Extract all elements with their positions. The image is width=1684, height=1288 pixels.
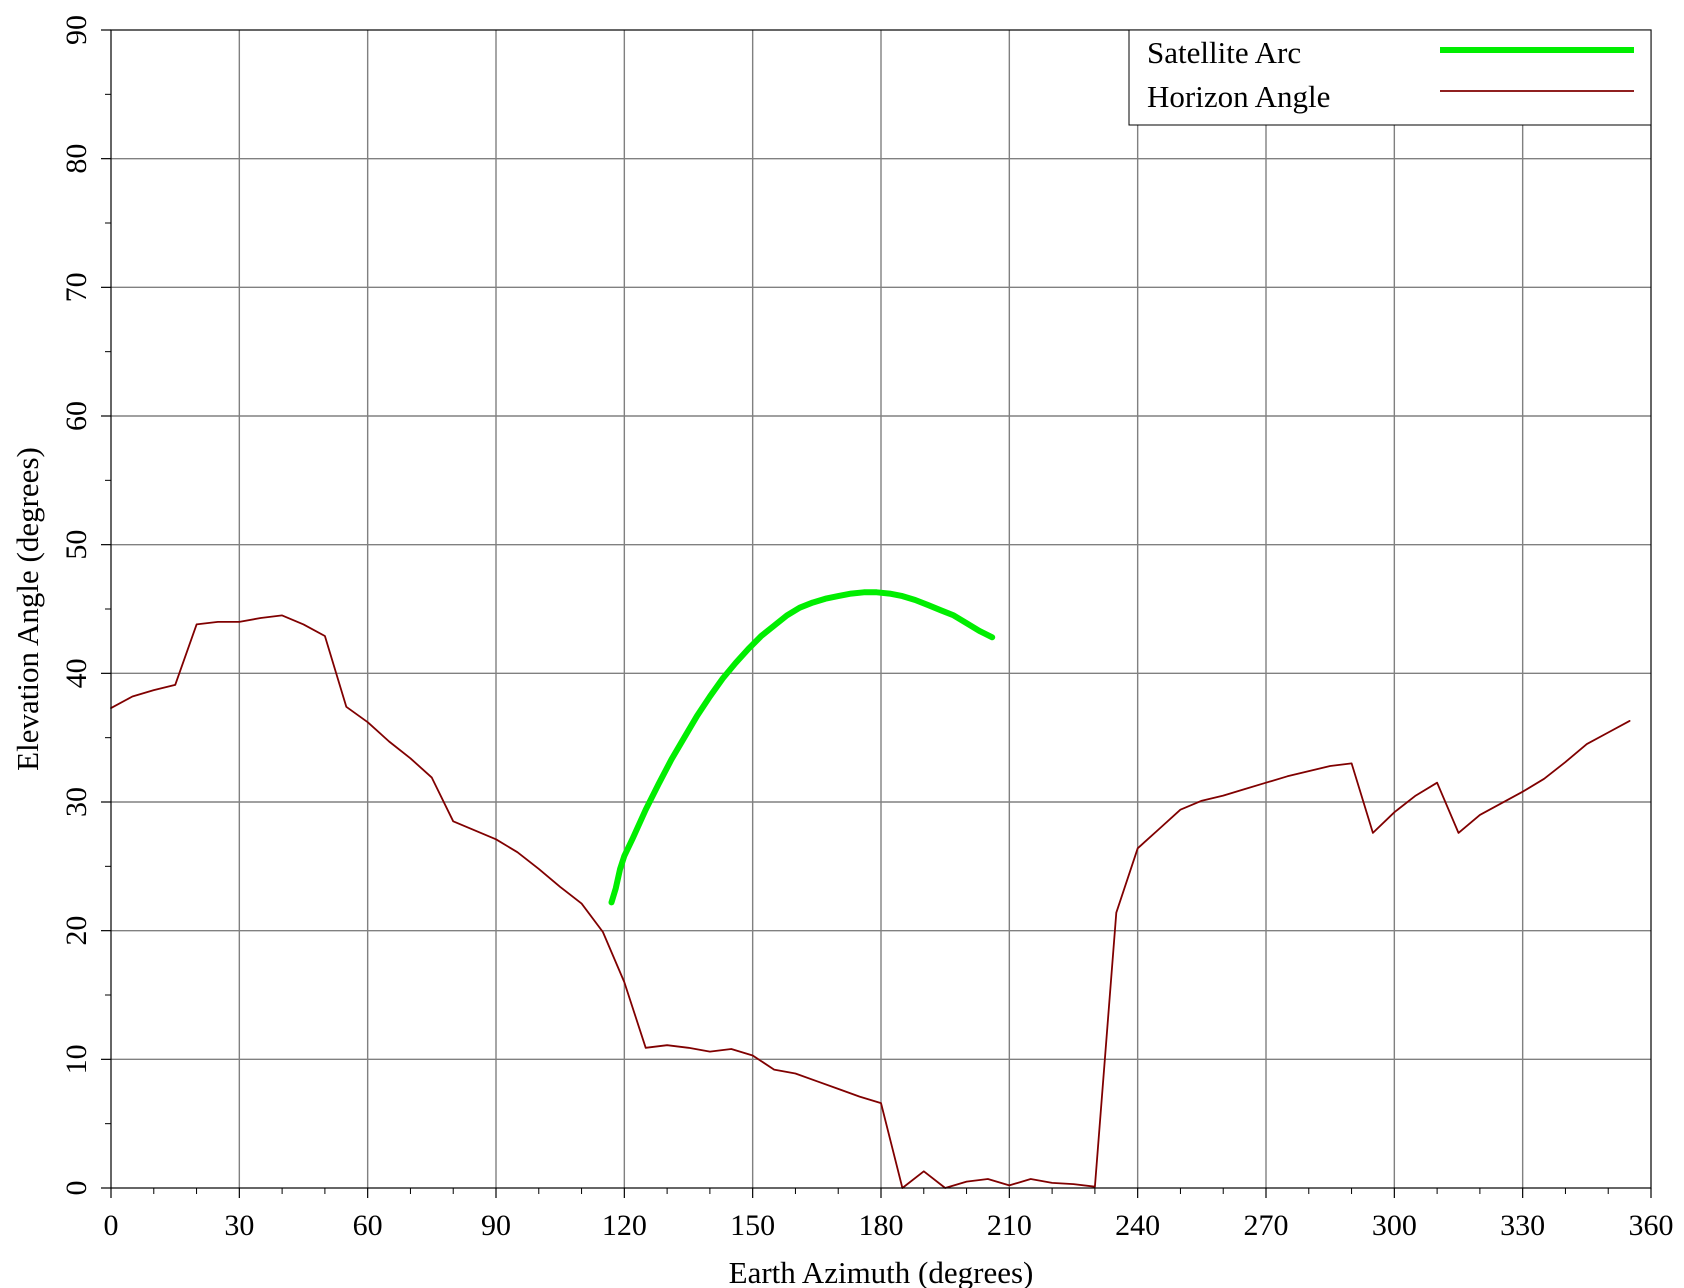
x-tick-label: 180 xyxy=(859,1209,904,1242)
minor-ticks xyxy=(101,29,1652,1198)
y-tick-label: 80 xyxy=(60,144,93,174)
legend-label-satellite-arc: Satellite Arc xyxy=(1147,35,1301,70)
y-axis-label: Elevation Angle (degrees) xyxy=(10,447,45,771)
series-line-horizon-angle xyxy=(110,614,1631,1189)
y-tick-label: 90 xyxy=(60,15,93,45)
x-tick-label: 270 xyxy=(1244,1209,1289,1242)
x-tick-label: 210 xyxy=(987,1209,1032,1242)
x-tick-label: 150 xyxy=(730,1209,775,1242)
y-tick-label: 30 xyxy=(60,787,93,817)
y-tick-label: 10 xyxy=(60,1044,93,1074)
legend-box xyxy=(1128,29,1652,126)
x-tick-label: 120 xyxy=(602,1209,647,1242)
grid xyxy=(111,30,1651,1188)
plot-series xyxy=(110,589,1631,1189)
x-tick-label: 240 xyxy=(1115,1209,1160,1242)
legend-label-horizon-angle: Horizon Angle xyxy=(1147,79,1330,114)
y-tick-label: 50 xyxy=(60,530,93,560)
x-tick-label: 0 xyxy=(104,1209,119,1242)
x-tick-label: 90 xyxy=(481,1209,511,1242)
y-tick-label: 60 xyxy=(60,401,93,431)
x-axis-label: Earth Azimuth (degrees) xyxy=(729,1255,1034,1288)
y-tick-label: 20 xyxy=(60,916,93,946)
x-tick-label: 360 xyxy=(1629,1209,1674,1242)
tick-labels: 0 30 60 90 120 150 180 210 240 270 300 330 360 0 10 20 3… xyxy=(60,15,1674,1242)
x-tick-label: 330 xyxy=(1500,1209,1545,1242)
x-tick-label: 30 xyxy=(224,1209,254,1242)
plot-frame xyxy=(110,29,1652,1189)
y-tick-label: 0 xyxy=(60,1181,93,1196)
y-tick-label: 70 xyxy=(60,272,93,302)
legend: Satellite Arc Horizon Angle xyxy=(1128,29,1652,126)
y-tick-label: 40 xyxy=(60,658,93,688)
x-tick-label: 60 xyxy=(353,1209,383,1242)
series-line-satellite-arc xyxy=(608,589,996,906)
x-tick-label: 300 xyxy=(1372,1209,1417,1242)
